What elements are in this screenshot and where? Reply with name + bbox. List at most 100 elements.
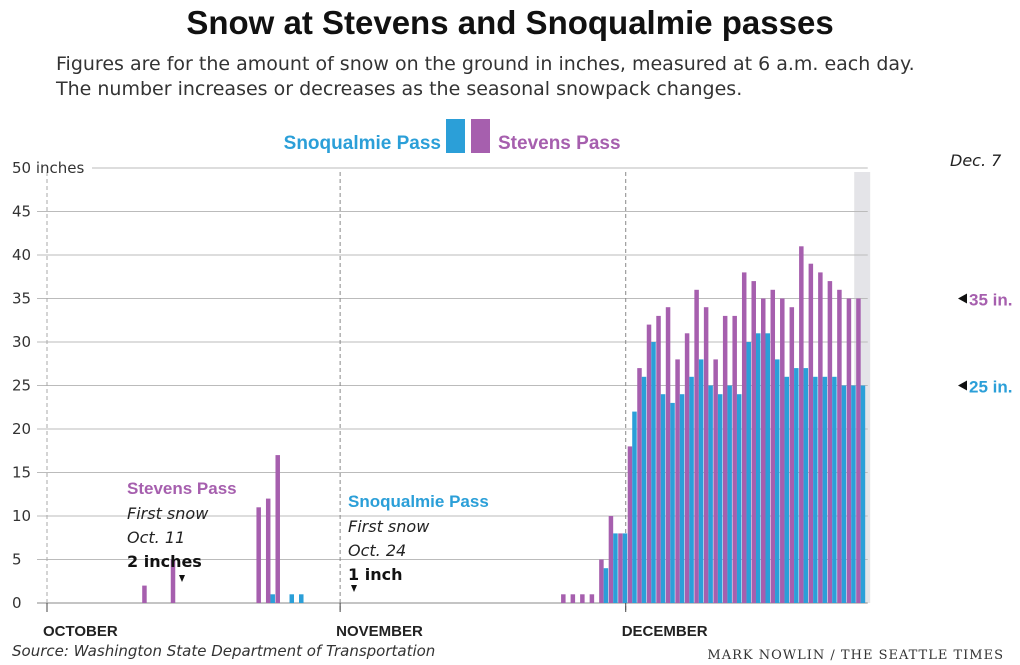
stevens-bar [665,307,671,603]
snoqualmie-bar [689,376,694,603]
legend-label-snoqualmie: Snoqualmie Pass [284,133,441,154]
stevens-bar [770,289,776,603]
annotation-stevens-title: Stevens Pass [127,479,237,498]
stevens-bar [837,289,842,603]
stevens-bar [627,446,633,603]
snoqualmie-bar [622,533,628,603]
stevens-bar [570,594,576,603]
snoqualmie-bar [746,342,751,603]
y-tick-label: 30 [12,333,31,351]
stevens-bar [561,594,566,603]
snoqualmie-bar [289,594,294,603]
annotation-stevens-amount: 2 inches [127,552,202,571]
y-tick-label: 0 [12,594,22,612]
annotation-snoqualmie-amount: 1 inch [348,565,402,584]
stevens-bar [265,498,271,603]
snoqualmie-bar [299,594,304,603]
snoqualmie-bar [784,376,790,603]
annotation-snoqualmie-line2: Oct. 24 [348,541,406,560]
stevens-bar [827,281,833,603]
month-label: OCTOBER [43,623,118,640]
snoqualmie-bar [813,376,818,603]
stevens-bar [656,315,661,603]
stevens-bar [589,594,595,603]
chart-title: Snow at Stevens and Snoqualmie passes [186,4,834,41]
annotation-pointer [179,575,185,582]
stevens-bar [142,585,147,603]
legend-swatch-stevens [471,119,490,153]
y-tick-label: 25 [12,377,31,395]
snoqualmie-bar [765,333,770,603]
annotation-snoqualmie-line1: First snow [348,517,430,536]
snoqualmie-bar [841,385,847,603]
snoqualmie-bar [613,533,618,603]
stevens-bar [856,298,861,603]
stevens-bar [703,307,709,603]
snoqualmie-bar [708,385,713,603]
stevens-bar [694,289,699,603]
snoqualmie-bar [755,333,761,603]
stevens-bar [818,272,823,603]
snoqualmie-bar [832,376,837,603]
stevens-bar [799,246,804,604]
snoqualmie-bar [632,411,637,603]
credit-line: MARK NOWLIN / THE SEATTLE TIMES [707,648,1004,663]
y-tick-label: 50 inches [12,159,85,177]
snoqualmie-bar [794,368,799,603]
stevens-bar [761,298,766,603]
y-tick-label: 10 [12,507,31,525]
stevens-bar [256,507,261,603]
end-value-snoqualmie: 25 in. [969,378,1012,397]
stevens-bar [170,559,176,603]
annotation-snoqualmie-title: Snoqualmie Pass [348,492,489,511]
end-marker-snoqualmie [958,380,967,391]
stevens-bar [675,359,680,603]
stevens-bar [599,559,604,603]
stevens-bar [780,298,785,603]
stevens-bar [646,324,652,603]
snoqualmie-bar [660,394,666,603]
snoqualmie-bar [727,385,732,603]
y-tick-label: 15 [12,464,31,482]
y-tick-label: 45 [12,203,31,221]
stevens-bar [713,359,718,603]
month-label: NOVEMBER [336,623,423,640]
snoqualmie-bar [698,359,704,603]
snoqualmie-bar [775,359,780,603]
legend-swatch-snoqualmie [446,119,465,153]
stevens-bar [684,333,690,603]
y-tick-label: 40 [12,246,31,264]
snoqualmie-bar [736,394,742,603]
snoqualmie-bar [851,385,856,603]
end-marker-stevens [958,293,967,304]
snoqualmie-bar [803,368,809,603]
snoqualmie-bar [860,385,866,603]
stevens-bar [741,272,747,603]
chart-subtitle: Figures are for the amount of snow on th… [56,52,1006,102]
end-value-stevens: 35 in. [969,291,1012,310]
source-note: Source: Washington State Department of T… [12,642,436,660]
stevens-bar [580,594,585,603]
subtitle-line-1: Figures are for the amount of snow on th… [56,53,915,75]
y-tick-label: 5 [12,551,22,569]
stevens-bar [846,298,852,603]
y-tick-label: 20 [12,420,31,438]
stevens-bar [275,455,280,603]
stevens-bar [808,263,814,603]
snoqualmie-bar [603,568,609,603]
month-label: DECEMBER [622,623,708,640]
snoqualmie-bar [670,402,675,603]
annotation-stevens-line2: Oct. 11 [127,528,185,547]
stevens-bar [637,368,642,603]
subtitle-line-2: The number increases or decreases as the… [56,78,743,100]
stevens-bar [722,315,728,603]
snoqualmie-bar [679,394,685,603]
snoqualmie-bar [641,376,647,603]
snoqualmie-bar [717,394,723,603]
stevens-bar [732,315,737,603]
y-tick-label: 35 [12,290,31,308]
snoqualmie-bar [651,342,656,603]
stevens-bar [789,307,795,603]
end-date-label: Dec. 7 [950,151,1002,170]
